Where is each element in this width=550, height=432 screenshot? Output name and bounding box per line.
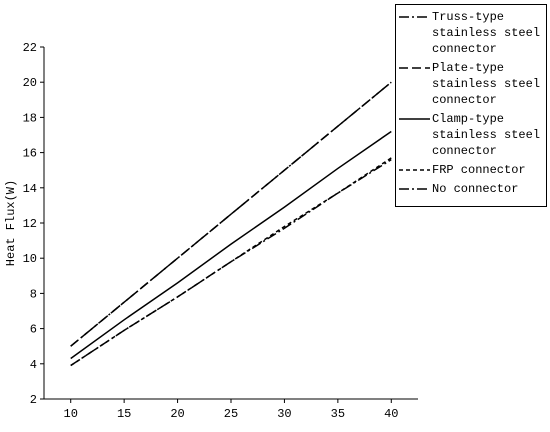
x-tick-label: 30 [277,407,291,421]
legend-label: Clamp-type stainless steel connector [432,112,541,158]
legend-swatch [399,118,430,120]
x-tick-label: 20 [170,407,184,421]
legend-swatch [399,169,430,171]
series-line [70,130,392,360]
legend: Truss-type stainless steel connector Plat… [395,4,547,207]
legend-swatch [399,67,430,69]
legend-label: FRP connector [432,163,526,177]
series-line [70,159,392,367]
x-tick-label: 10 [64,407,78,421]
x-tick-label: 15 [117,407,131,421]
legend-label: Plate-type stainless steel connector [432,61,541,107]
y-tick-label: 10 [23,252,37,266]
y-tick-label: 4 [30,358,37,372]
legend-entry: Clamp-type stainless steel connector [396,111,546,159]
y-tick-label: 18 [23,111,37,125]
y-axis-label: Heat Flux(W) [4,180,18,266]
legend-entry: Truss-type stainless steel connector [396,9,546,57]
y-tick-label: 16 [23,147,37,161]
y-tick-label: 12 [23,217,37,231]
y-tick-label: 20 [23,76,37,90]
x-tick-label: 40 [384,407,398,421]
x-tick-label: 35 [331,407,345,421]
x-tick-label: 25 [224,407,238,421]
legend-entry: No connector [396,181,546,197]
y-tick-label: 8 [30,287,37,301]
legend-entry: Plate-type stainless steel connector [396,60,546,108]
legend-entry: FRP connector [396,162,546,178]
y-tick-label: 14 [23,182,37,196]
legend-label: No connector [432,182,519,196]
legend-label: Truss-type stainless steel connector [432,10,541,56]
legend-swatch [399,16,430,18]
y-tick-label: 22 [23,41,37,55]
series-line [70,81,392,347]
y-tick-label: 2 [30,393,37,407]
legend-swatch [399,188,430,190]
y-tick-label: 6 [30,323,37,337]
